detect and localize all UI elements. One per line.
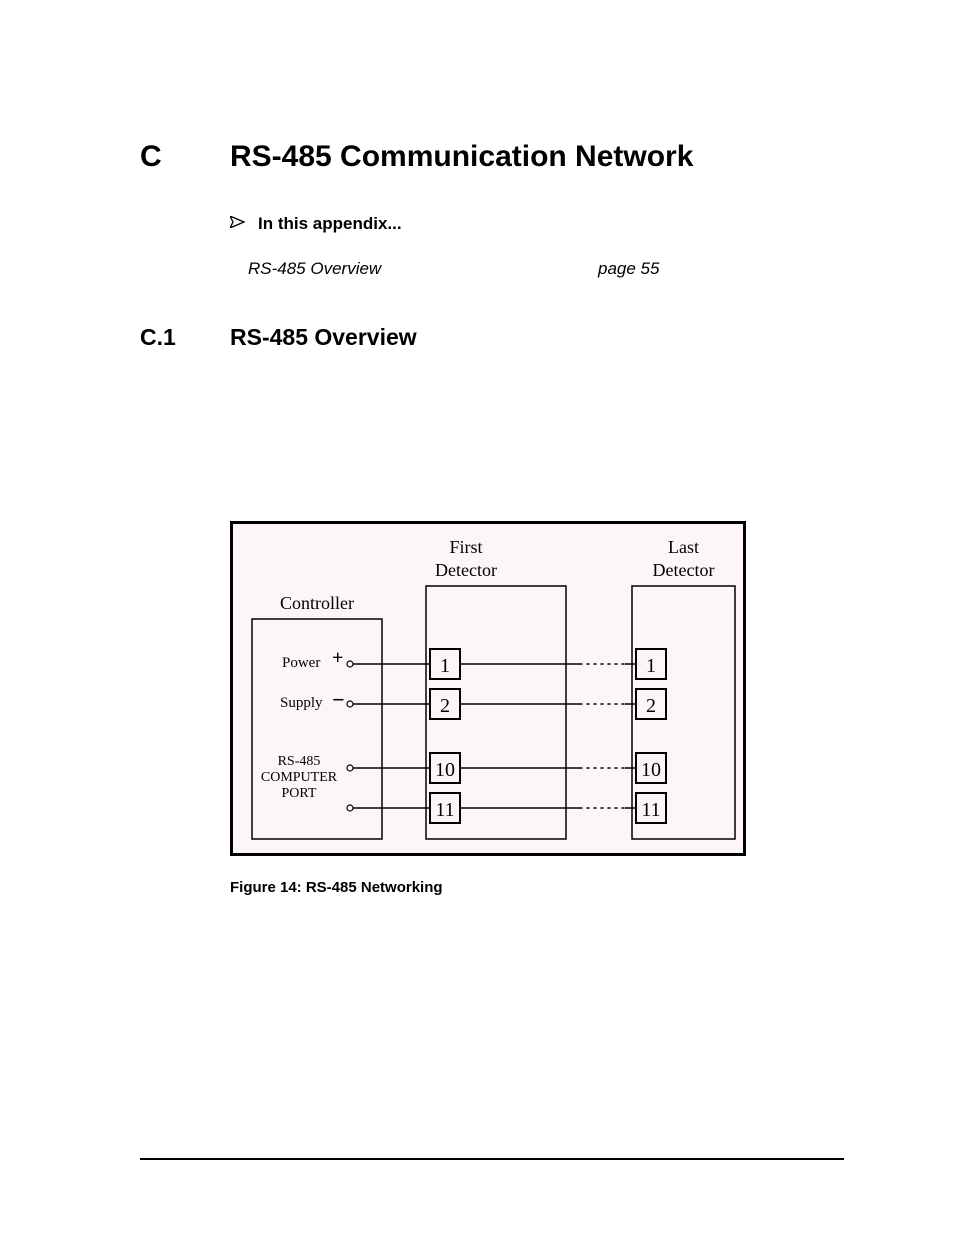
svg-text:COMPUTER: COMPUTER — [261, 770, 338, 785]
svg-text:2: 2 — [646, 695, 656, 717]
svg-text:Detector: Detector — [435, 560, 497, 580]
toc-row: RS-485 Overview page 55 — [248, 259, 844, 279]
svg-text:Last: Last — [668, 537, 699, 557]
svg-text:Power: Power — [282, 655, 320, 671]
svg-text:10: 10 — [641, 759, 661, 781]
rs485-diagram-svg: Controller First Detector Last Detector Power… — [230, 521, 746, 856]
svg-text:RS-485: RS-485 — [278, 754, 321, 769]
in-this-appendix-label: In this appendix... — [258, 214, 402, 234]
svg-text:Controller: Controller — [280, 593, 354, 613]
in-this-appendix-row: In this appendix... — [230, 214, 844, 234]
appendix-heading-row: C RS-485 Communication Network — [140, 140, 844, 174]
appendix-letter: C — [140, 140, 230, 174]
section-number: C.1 — [140, 324, 230, 351]
svg-text:11: 11 — [641, 799, 660, 821]
section-heading-row: C.1 RS-485 Overview — [140, 324, 844, 351]
svg-text:1: 1 — [646, 655, 656, 677]
svg-text:First: First — [449, 537, 482, 557]
svg-text:−: − — [332, 687, 345, 712]
section-title: RS-485 Overview — [230, 324, 417, 351]
svg-text:10: 10 — [435, 759, 455, 781]
svg-text:11: 11 — [435, 799, 454, 821]
svg-text:2: 2 — [440, 695, 450, 717]
figure-diagram: Controller First Detector Last Detector Power… — [230, 521, 844, 861]
footer-rule — [140, 1158, 844, 1160]
svg-text:PORT: PORT — [282, 786, 317, 801]
arrow-icon — [230, 215, 248, 233]
document-page: C RS-485 Communication Network In this a… — [0, 0, 954, 1235]
appendix-title: RS-485 Communication Network — [230, 140, 693, 174]
toc-item-page: page 55 — [598, 259, 659, 279]
figure-container: Controller First Detector Last Detector Power… — [230, 521, 844, 896]
toc-item-label: RS-485 Overview — [248, 259, 598, 279]
figure-caption: Figure 14: RS-485 Networking — [230, 879, 844, 896]
svg-text:+: + — [332, 647, 343, 669]
svg-text:1: 1 — [440, 655, 450, 677]
svg-text:Supply: Supply — [280, 695, 323, 711]
svg-text:Detector: Detector — [653, 560, 715, 580]
